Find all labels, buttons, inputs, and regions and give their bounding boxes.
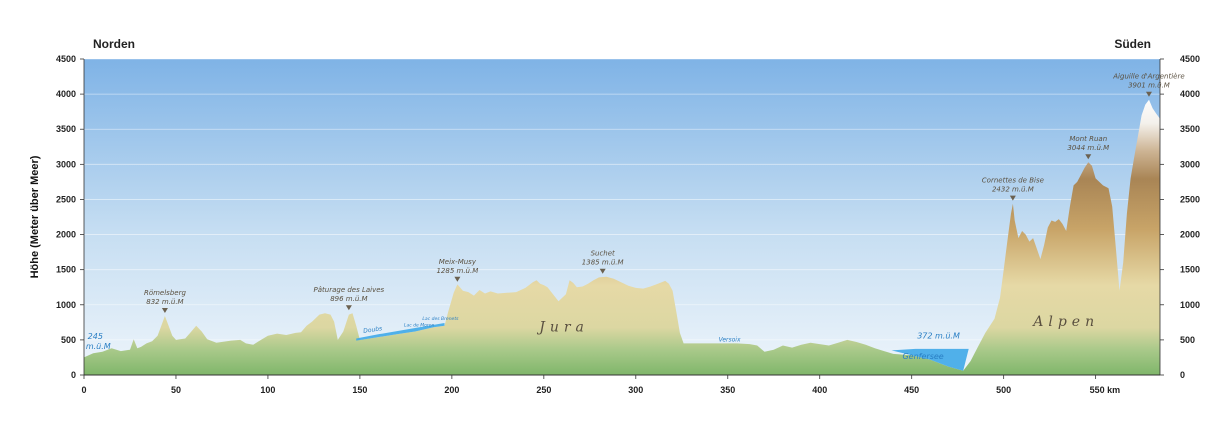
y-tick-label: 3500	[56, 124, 76, 134]
water-label: Versoix	[719, 336, 741, 343]
peak-elevation: 3044 m.ü.M	[1067, 144, 1109, 152]
y-tick-label: 0	[71, 370, 76, 380]
peak-name: Pâturage des Laives	[314, 286, 385, 294]
x-tick-label: 550 km	[1090, 385, 1121, 395]
x-tick-label: 150	[352, 385, 367, 395]
region-label: Jura	[536, 319, 589, 335]
water-label: Lac de Moron	[404, 323, 434, 329]
y-tick-label: 0	[1180, 370, 1185, 380]
peak-triangle-icon	[345, 305, 352, 311]
y-tick-label: 1500	[1180, 265, 1200, 275]
lake-doubs	[356, 323, 445, 341]
water-label: Lac des Brenets	[422, 316, 459, 322]
peak-elevation: 2432 m.ü.M	[992, 186, 1034, 194]
y-axis-title: Höhe (Meter über Meer)	[29, 155, 41, 278]
x-ticks: 0 50 100 150 200 250 300 350 400 450 500 550 km	[81, 375, 1120, 395]
peak-name: Mont Ruan	[1069, 135, 1107, 143]
peak-triangle-icon	[1009, 195, 1016, 201]
x-tick-label: 50	[171, 385, 181, 395]
y-tick-label: 4000	[56, 89, 76, 99]
y-tick-label: 1000	[56, 300, 76, 310]
peak-name: Cornettes de Bise	[982, 177, 1044, 185]
x-tick-label: 300	[628, 385, 643, 395]
lakes	[356, 323, 969, 371]
peak-triangle-icon	[1145, 91, 1152, 97]
y-tick-label: 3000	[1180, 159, 1200, 169]
y-tick-label: 1500	[56, 265, 76, 275]
y-tick-label: 2500	[1180, 194, 1200, 204]
peak-name: Suchet	[591, 250, 615, 258]
peak-name: Römelsberg	[144, 289, 186, 297]
y-tick-label: 4000	[1180, 89, 1200, 99]
x-tick-label: 400	[812, 385, 827, 395]
direction-left-label: Norden	[93, 37, 135, 51]
peak-elevation: 3901 m.ü.M	[1128, 82, 1170, 90]
x-tick-label: 100	[260, 385, 275, 395]
x-tick-label: 250	[536, 385, 551, 395]
x-tick-label: 450	[904, 385, 919, 395]
peak-elevation: 1285 m.ü.M	[436, 267, 478, 275]
x-tick-label: 0	[81, 385, 86, 395]
y-tick-label: 500	[1180, 335, 1195, 345]
y-tick-label: 2500	[56, 194, 76, 204]
water-label: Doubs	[363, 325, 383, 335]
direction-right-label: Süden	[1114, 37, 1151, 51]
terrain-profile	[84, 99, 1160, 375]
water-label: Genfersee	[902, 352, 943, 361]
y-ticks-right: 0 500 1000 1500 2000 2500 3000 3500 4000 4500	[1160, 54, 1200, 380]
region-label: Alpen	[1031, 314, 1099, 330]
water-label: 245	[88, 332, 103, 341]
y-ticks-left: 0 500 1000 1500 2000 2500 3000 3500 4000 4500	[56, 54, 84, 380]
y-tick-label: 4500	[56, 54, 76, 64]
peak-triangle-icon	[161, 308, 168, 314]
peak-elevation: 896 m.ü.M	[330, 295, 367, 303]
y-tick-label: 2000	[56, 230, 76, 240]
y-tick-label: 3000	[56, 159, 76, 169]
peak-triangle-icon	[599, 268, 606, 274]
y-tick-label: 3500	[1180, 124, 1200, 134]
peak-elevation: 1385 m.ü.M	[582, 259, 624, 267]
water-label: m.ü.M	[86, 342, 111, 351]
y-tick-label: 2000	[1180, 230, 1200, 240]
y-tick-label: 4500	[1180, 54, 1200, 64]
peak-triangle-icon	[1085, 154, 1092, 160]
peak-name: Aiguille d'Argentière	[1112, 73, 1184, 81]
x-tick-label: 200	[444, 385, 459, 395]
peak-elevation: 832 m.ü.M	[146, 298, 183, 306]
y-tick-label: 500	[61, 335, 76, 345]
region-labels: Jura Alpen	[536, 314, 1099, 336]
peak-name: Meix-Musy	[439, 258, 477, 266]
y-tick-label: 1000	[1180, 300, 1200, 310]
water-label: 372 m.ü.M	[917, 331, 960, 340]
peak-triangle-icon	[454, 276, 461, 282]
lake-genfersee	[891, 348, 969, 371]
x-tick-label: 350	[720, 385, 735, 395]
x-tick-label: 500	[996, 385, 1011, 395]
